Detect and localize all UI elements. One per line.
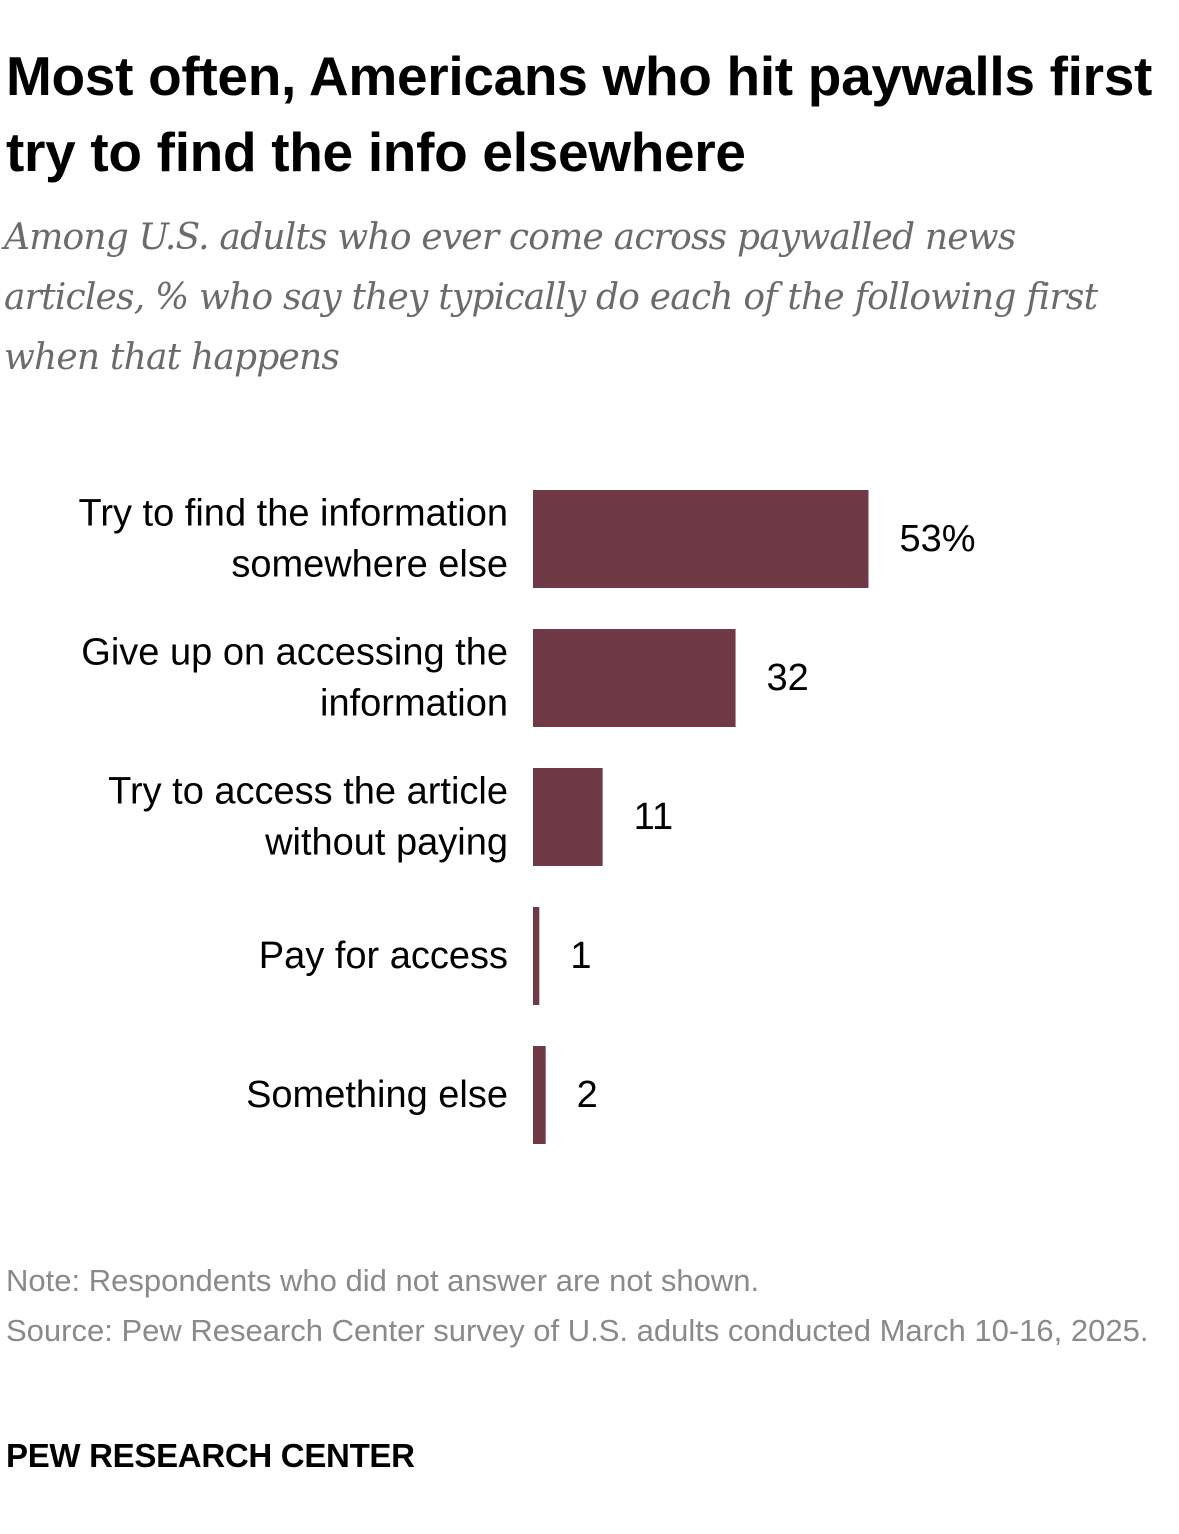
note-text: Note: Respondents who did not answer are… [6,1263,760,1298]
chart-subtitle: Among U.S. adults who ever come across p… [4,217,1098,378]
chart-title: Most often, Americans who hit paywalls f… [6,45,1153,183]
category-label-line: Try to find the information [79,493,508,535]
category-label-line: Something else [246,1074,508,1116]
category-label-line: information [320,683,508,725]
category-label: Pay for access [259,935,508,977]
data-label: 2 [577,1074,598,1116]
bar [533,768,603,866]
brand-logo-text: PEW RESEARCH CENTER [6,1437,415,1474]
category-label-line: Pay for access [259,935,508,977]
category-label-line: somewhere else [231,544,508,586]
data-label: 53% [899,518,975,560]
data-label: 11 [634,796,673,838]
source-text: Source: Pew Research Center survey of U.… [6,1313,1149,1348]
category-label-line: without paying [264,822,508,864]
category-label: Something else [246,1074,508,1116]
chart-footnote: Note: Respondents who did not answer are… [6,1256,1166,1356]
bar [533,907,540,1005]
category-label-line: Give up on accessing the [81,632,508,674]
category-label-line: Try to access the article [108,771,508,813]
category-label: Try to access the article without paying [108,771,508,864]
category-label: Try to find the information somewhere els… [79,493,508,586]
data-label: 1 [570,935,591,977]
bar [533,490,869,588]
bar [533,629,736,727]
category-label: Give up on accessing the information [81,632,508,725]
bar [533,1046,546,1144]
data-label: 32 [767,657,809,699]
